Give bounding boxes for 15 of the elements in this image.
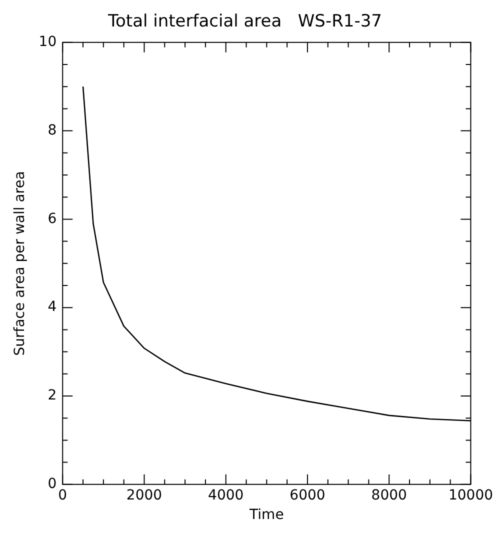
x-tick-label: 8000	[371, 487, 407, 504]
y-tick-label: 2	[48, 388, 57, 404]
x-tick-label: 4000	[208, 487, 244, 504]
x-axis-title: Time	[248, 507, 284, 524]
x-tick-label: 6000	[290, 487, 326, 504]
chart-title: Total interfacial area WS-R1-37	[107, 12, 382, 32]
y-axis-title: Surface area per wall area	[12, 171, 28, 356]
x-tick-label: 2000	[126, 487, 162, 504]
y-tick-label: 8	[48, 122, 57, 138]
y-tick-label: 6	[48, 210, 57, 227]
x-tick-label: 10000	[448, 487, 494, 504]
y-tick-label: 0	[48, 476, 57, 492]
y-tick-label: 4	[48, 299, 57, 316]
y-tick-label: 10	[38, 34, 57, 50]
x-tick-label: 0	[58, 487, 68, 504]
